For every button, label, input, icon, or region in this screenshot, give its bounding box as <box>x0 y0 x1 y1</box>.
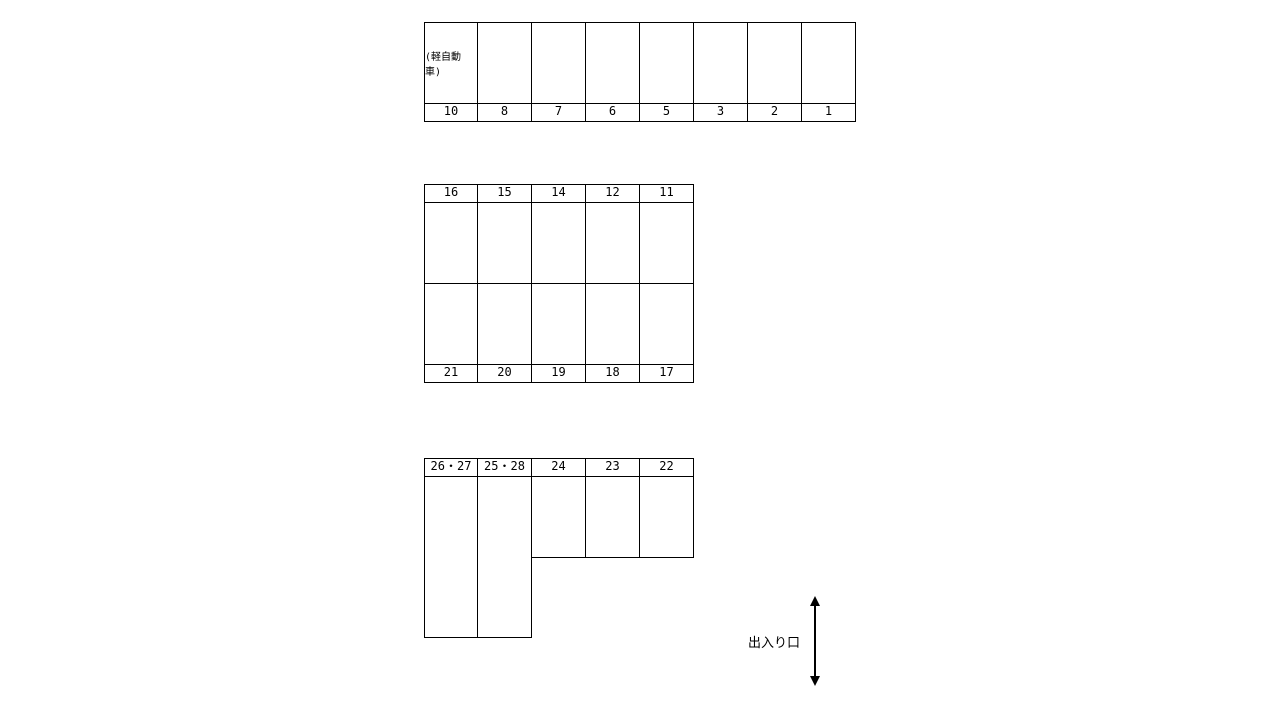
slot-number: 16 <box>425 185 477 203</box>
slot-number: 20 <box>478 364 531 382</box>
parking-row-c: 26・2725・28242322 <box>424 458 694 638</box>
parking-slot: 14 <box>532 184 586 284</box>
slot-number: 5 <box>640 103 693 121</box>
slot-area <box>640 23 693 103</box>
parking-slot: 5 <box>640 22 694 122</box>
parking-slot: 2 <box>748 22 802 122</box>
parking-slot: 7 <box>532 22 586 122</box>
slot-area: (軽自動車) <box>425 23 477 103</box>
slot-number: 22 <box>640 459 693 477</box>
parking-slot: 25・28 <box>478 458 532 638</box>
slot-number: 3 <box>694 103 747 121</box>
slot-area <box>532 23 585 103</box>
parking-row-a: (軽自動車)108765321 <box>424 22 856 122</box>
slot-area <box>532 477 585 557</box>
slot-area <box>640 283 693 364</box>
slot-area <box>532 283 585 364</box>
entrance-marker: 出入り口 <box>748 596 822 686</box>
slot-number: 10 <box>425 103 477 121</box>
slot-number: 26・27 <box>425 459 477 477</box>
slot-area <box>694 23 747 103</box>
slot-area <box>478 203 531 283</box>
parking-slot: 6 <box>586 22 640 122</box>
entrance-label: 出入り口 <box>748 632 800 651</box>
slot-area <box>478 477 531 637</box>
slot-number: 1 <box>802 103 855 121</box>
slot-number: 6 <box>586 103 639 121</box>
parking-slot: 22 <box>640 458 694 558</box>
slot-number: 19 <box>532 364 585 382</box>
parking-slot: 21 <box>424 283 478 383</box>
slot-area <box>802 23 855 103</box>
slot-area <box>586 23 639 103</box>
slot-number: 7 <box>532 103 585 121</box>
slot-area <box>478 283 531 364</box>
parking-slot: 15 <box>478 184 532 284</box>
parking-slot: (軽自動車)10 <box>424 22 478 122</box>
parking-slot: 19 <box>532 283 586 383</box>
parking-slot: 17 <box>640 283 694 383</box>
slot-number: 11 <box>640 185 693 203</box>
parking-slot: 26・27 <box>424 458 478 638</box>
slot-number: 14 <box>532 185 585 203</box>
parking-slot: 24 <box>532 458 586 558</box>
slot-area <box>586 477 639 557</box>
parking-slot: 1 <box>802 22 856 122</box>
slot-number: 23 <box>586 459 639 477</box>
slot-area <box>478 23 531 103</box>
slot-area <box>425 203 477 283</box>
parking-row-b-top: 1615141211 <box>424 184 694 284</box>
parking-slot: 11 <box>640 184 694 284</box>
parking-row-b-bottom: 2120191817 <box>424 283 694 383</box>
slot-number: 18 <box>586 364 639 382</box>
slot-number: 17 <box>640 364 693 382</box>
slot-area <box>748 23 801 103</box>
parking-slot: 18 <box>586 283 640 383</box>
parking-slot: 20 <box>478 283 532 383</box>
slot-area <box>640 203 693 283</box>
parking-slot: 8 <box>478 22 532 122</box>
slot-number: 15 <box>478 185 531 203</box>
parking-layout: (軽自動車)108765321 1615141211 2120191817 26… <box>0 0 1280 720</box>
slot-number: 12 <box>586 185 639 203</box>
slot-area <box>425 477 477 637</box>
parking-slot: 3 <box>694 22 748 122</box>
slot-number: 21 <box>425 364 477 382</box>
slot-number: 24 <box>532 459 585 477</box>
slot-area <box>586 203 639 283</box>
parking-slot: 12 <box>586 184 640 284</box>
slot-number: 8 <box>478 103 531 121</box>
slot-number: 2 <box>748 103 801 121</box>
slot-number: 25・28 <box>478 459 531 477</box>
entrance-arrow-icon <box>808 596 822 686</box>
parking-slot: 23 <box>586 458 640 558</box>
slot-area <box>532 203 585 283</box>
slot-area <box>586 283 639 364</box>
slot-area <box>425 283 477 364</box>
slot-area <box>640 477 693 557</box>
parking-slot: 16 <box>424 184 478 284</box>
